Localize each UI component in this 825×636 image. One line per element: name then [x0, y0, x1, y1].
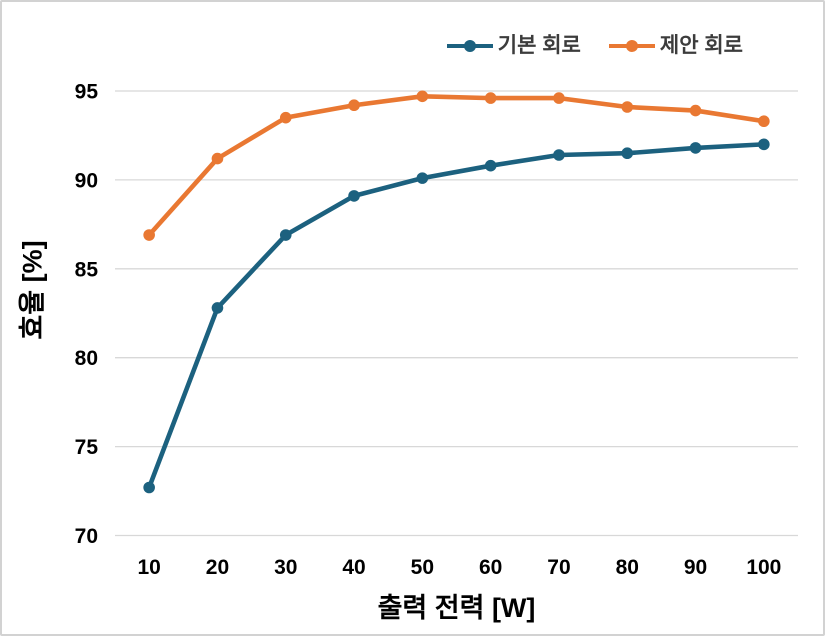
x-tick-label: 20 [206, 556, 229, 579]
data-point-basic-circuit [348, 190, 360, 202]
legend-line-marker-icon [446, 39, 493, 52]
y-tick-label: 85 [75, 258, 99, 281]
y-tick-label: 80 [75, 347, 98, 370]
data-point-basic-circuit [621, 147, 634, 160]
x-tick-label: 60 [479, 556, 502, 579]
x-tick-label: 80 [616, 556, 639, 579]
x-tick-label: 50 [411, 556, 434, 579]
data-point-proposed-circuit [484, 92, 497, 104]
data-point-basic-circuit [758, 138, 770, 151]
y-tick-label: 75 [75, 436, 99, 459]
x-tick-label: 30 [274, 556, 297, 579]
data-point-proposed-circuit [143, 229, 155, 241]
x-tick-label: 100 [746, 556, 781, 579]
data-point-basic-circuit [211, 302, 224, 314]
x-tick-label: 10 [137, 556, 160, 579]
legend-label-basic-circuit: 기본 회로 [497, 34, 581, 57]
y-tick-label: 95 [75, 81, 99, 104]
y-axis-title: 효율 [%] [17, 240, 48, 340]
data-point-basic-circuit [143, 481, 155, 494]
data-point-proposed-circuit [621, 101, 634, 113]
data-point-proposed-circuit [553, 92, 565, 104]
x-tick-label: 40 [342, 556, 365, 579]
legend-line-marker-icon [608, 39, 655, 52]
data-point-proposed-circuit [211, 152, 224, 165]
data-point-basic-circuit [279, 229, 292, 241]
data-point-basic-circuit [553, 149, 565, 161]
x-axis-title: 출력 전력 [W] [377, 593, 536, 623]
legend-item-proposed-circuit: 제안 회로 [608, 34, 743, 57]
data-point-basic-circuit [484, 159, 497, 172]
series-line-basic-circuit [146, 142, 767, 490]
data-point-proposed-circuit [758, 115, 770, 128]
x-tick-label: 90 [684, 556, 707, 579]
data-point-proposed-circuit [279, 111, 292, 124]
data-point-proposed-circuit [348, 99, 360, 112]
data-point-proposed-circuit [689, 104, 702, 117]
x-tick-label: 70 [547, 556, 570, 579]
legend-label-proposed-circuit: 제안 회로 [659, 34, 743, 57]
data-point-basic-circuit [416, 172, 429, 184]
y-tick-label: 90 [75, 169, 98, 192]
data-point-basic-circuit [689, 142, 702, 154]
series-line-proposed-circuit [146, 94, 767, 238]
chart-legend: 기본 회로 제안 회로 [446, 34, 743, 57]
data-point-proposed-circuit [416, 90, 429, 103]
y-tick-label: 70 [75, 525, 98, 548]
legend-item-basic-circuit: 기본 회로 [446, 34, 581, 57]
